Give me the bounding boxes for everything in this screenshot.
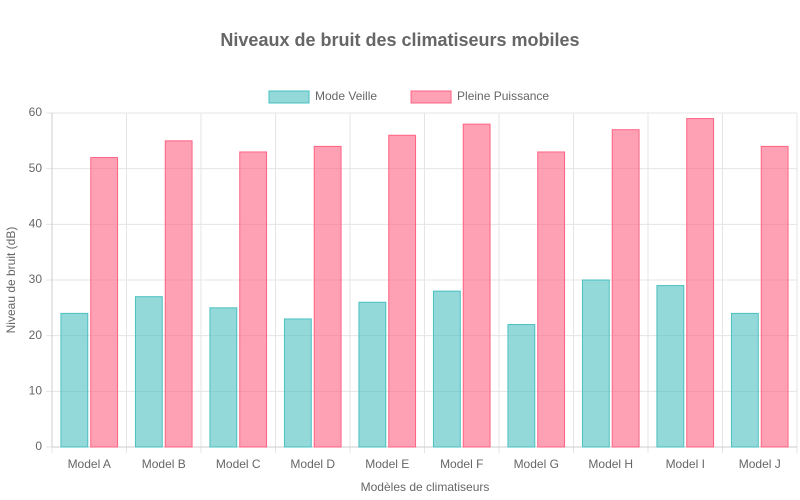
bar [134, 296, 163, 448]
x-tick-label: Model A [68, 457, 111, 471]
y-tick-label: 20 [29, 328, 43, 342]
bar [537, 151, 566, 448]
legend-label: Pleine Puissance [457, 89, 549, 103]
bar [388, 134, 417, 448]
x-tick-label: Model B [142, 457, 186, 471]
bar [462, 123, 491, 448]
bar [507, 324, 536, 448]
x-tick-label: Model F [440, 457, 483, 471]
bar [611, 129, 640, 448]
bar [313, 145, 342, 448]
x-tick-label: Model J [739, 457, 781, 471]
chart-title: Niveaux de bruit des climatiseurs mobile… [220, 30, 579, 50]
y-tick-label: 30 [29, 272, 43, 286]
legend-label: Mode Veille [315, 89, 377, 103]
bar [90, 157, 119, 448]
bar [283, 318, 312, 448]
bar [60, 312, 89, 448]
x-tick-label: Model G [514, 457, 559, 471]
bar [358, 301, 387, 448]
y-axis-label: Niveau de bruit (dB) [4, 227, 18, 334]
y-tick-label: 60 [29, 105, 43, 119]
y-tick-label: 0 [35, 439, 42, 453]
x-tick-label: Model I [666, 457, 705, 471]
bar [209, 307, 238, 448]
y-tick-label: 10 [29, 384, 43, 398]
x-axis-label: Modèles de climatiseurs [361, 480, 490, 494]
bar [656, 285, 685, 448]
x-tick-label: Model C [216, 457, 261, 471]
legend-swatch [268, 90, 310, 104]
x-tick-label: Model D [290, 457, 335, 471]
y-tick-label: 50 [29, 161, 43, 175]
x-tick-label: Model E [365, 457, 409, 471]
legend-swatch [410, 90, 452, 104]
bar [164, 140, 193, 448]
bar [239, 151, 268, 448]
x-tick-label: Model H [588, 457, 633, 471]
bar [432, 290, 461, 448]
bar [760, 145, 789, 448]
y-tick-label: 40 [29, 217, 43, 231]
bar [730, 312, 759, 448]
bar [581, 279, 610, 448]
bar [686, 118, 715, 448]
